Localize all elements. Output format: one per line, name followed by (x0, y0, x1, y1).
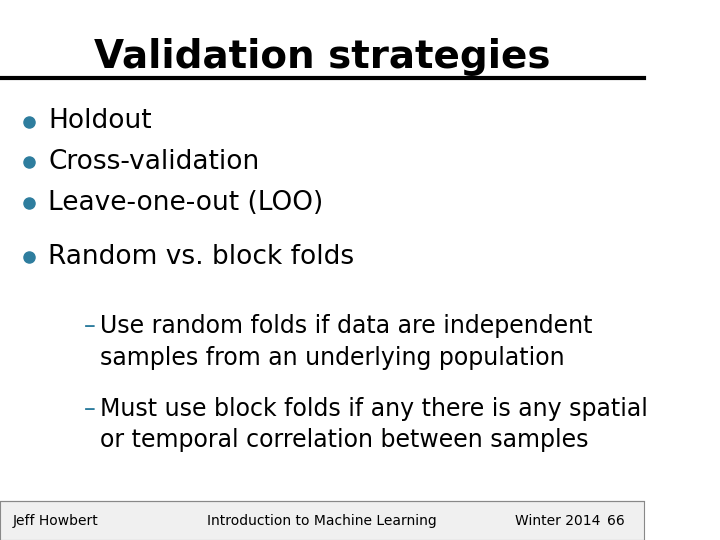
Text: Cross-validation: Cross-validation (48, 149, 259, 175)
Text: Random vs. block folds: Random vs. block folds (48, 244, 354, 269)
Text: –: – (84, 397, 96, 421)
Text: Winter 2014: Winter 2014 (515, 514, 600, 528)
Text: –: – (84, 314, 96, 338)
Text: 66: 66 (606, 514, 624, 528)
Text: Holdout: Holdout (48, 109, 152, 134)
Text: Leave-one-out (LOO): Leave-one-out (LOO) (48, 190, 323, 215)
Text: Jeff Howbert: Jeff Howbert (13, 514, 99, 528)
Text: Validation strategies: Validation strategies (94, 38, 550, 76)
Text: Must use block folds if any there is any spatial
or temporal correlation between: Must use block folds if any there is any… (100, 397, 647, 453)
Text: Introduction to Machine Learning: Introduction to Machine Learning (207, 514, 437, 528)
FancyBboxPatch shape (0, 501, 644, 540)
Text: Use random folds if data are independent
samples from an underlying population: Use random folds if data are independent… (100, 314, 593, 370)
